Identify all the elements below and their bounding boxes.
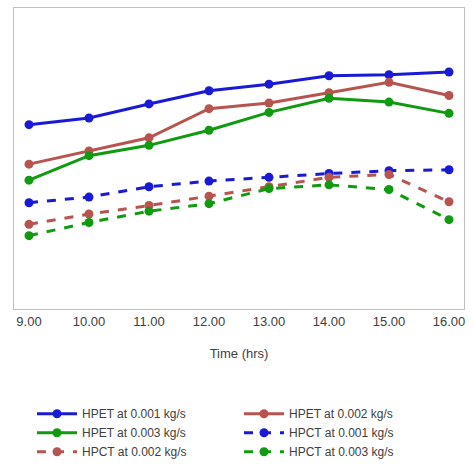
svg-text:HPET at 0.001 kg/s: HPET at 0.001 kg/s <box>82 407 186 421</box>
svg-text:12.00: 12.00 <box>193 314 226 329</box>
svg-text:16.00: 16.00 <box>433 314 466 329</box>
svg-text:9.00: 9.00 <box>16 314 41 329</box>
svg-text:HPCT at 0.002 kg/s: HPCT at 0.002 kg/s <box>82 445 187 459</box>
svg-text:14.00: 14.00 <box>313 314 346 329</box>
svg-text:11.00: 11.00 <box>133 314 165 329</box>
svg-text:15.00: 15.00 <box>373 314 406 329</box>
svg-text:13.00: 13.00 <box>253 314 286 329</box>
svg-text:HPET at 0.002 kg/s: HPET at 0.002 kg/s <box>289 407 393 421</box>
svg-text:Time (hrs): Time (hrs) <box>210 346 269 361</box>
svg-text:HPCT at 0.003 kg/s: HPCT at 0.003 kg/s <box>289 445 394 459</box>
svg-text:HPET at 0.003 kg/s: HPET at 0.003 kg/s <box>82 426 186 440</box>
svg-text:10.00: 10.00 <box>73 314 106 329</box>
svg-text:HPCT at 0.001 kg/s: HPCT at 0.001 kg/s <box>289 426 394 440</box>
